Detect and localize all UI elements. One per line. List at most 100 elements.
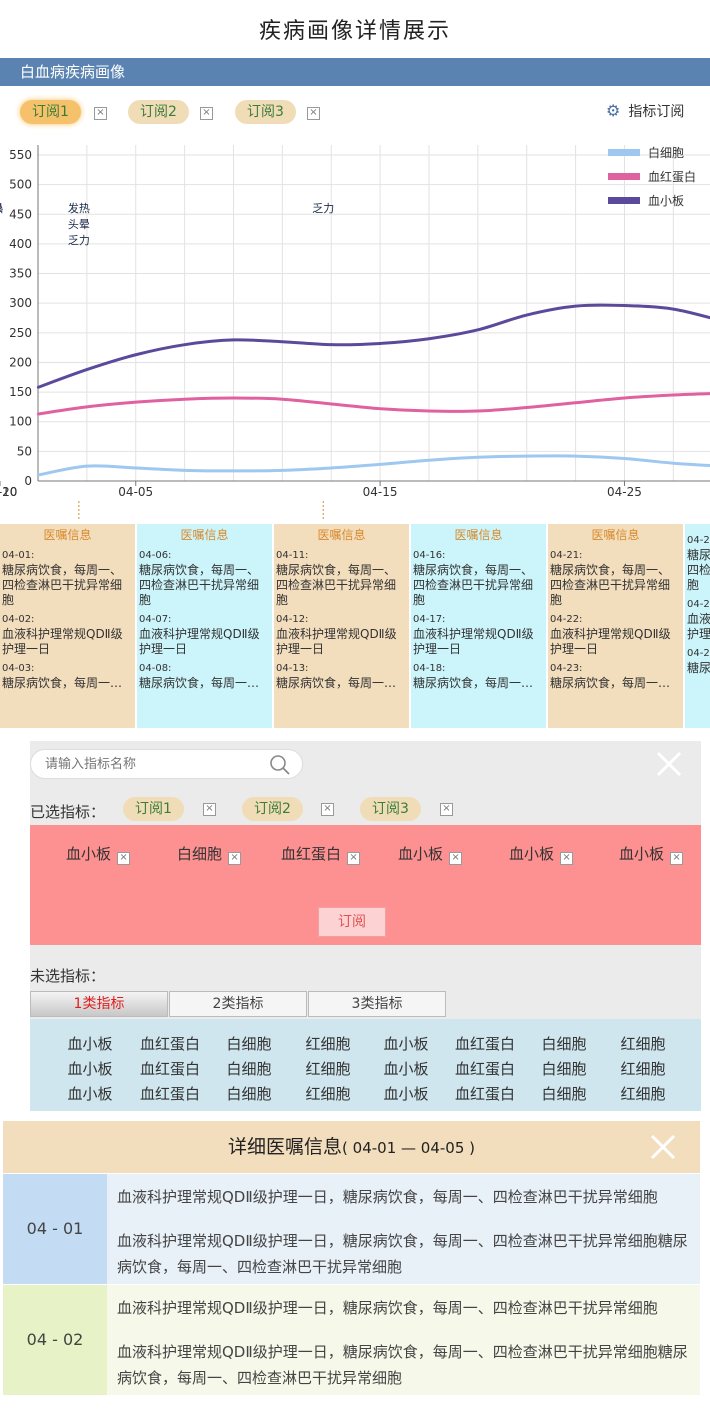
available-indicator[interactable]: 白细胞 bbox=[209, 1033, 289, 1054]
tab-category-3[interactable]: 3类指标 bbox=[308, 991, 446, 1017]
advice-card[interactable]: 04-26 糖尿病饮食，每周一、四检查淋巴干扰异常细胞 04-27 血液科护理常规QD… bbox=[685, 524, 710, 728]
panel-remove-subscription-2-icon[interactable]: × bbox=[321, 803, 334, 816]
advice-card[interactable]: 医嘱信息 04-06: 糖尿病饮食，每周一、四检查淋巴干扰异常细胞 04-07: 血液科… bbox=[137, 524, 272, 728]
subscription-chip-3[interactable]: 订阅3 bbox=[235, 100, 296, 124]
indicator-subscribe-link[interactable]: ⚙ 指标订阅 bbox=[606, 101, 684, 121]
advice-card[interactable]: 医嘱信息 04-11: 糖尿病饮食，每周一、四检查淋巴干扰异常细胞 04-12: 血液科… bbox=[274, 524, 409, 728]
available-indicator[interactable]: 红细胞 bbox=[288, 1033, 368, 1054]
y-tick-label: 300 bbox=[9, 296, 32, 310]
available-indicators-grid: 血小板 血红蛋白 白细胞 红细胞 血小板 血红蛋白 白细胞 红细胞 血小板 血红蛋白 白细胞 红细胞血… bbox=[30, 1019, 701, 1111]
series-1-point bbox=[623, 397, 625, 399]
available-indicator[interactable]: 血小板 bbox=[50, 1058, 130, 1079]
y-tick-label: 100 bbox=[9, 415, 32, 429]
close-icon[interactable] bbox=[648, 1132, 678, 1162]
remove-indicator-icon[interactable]: × bbox=[449, 852, 462, 865]
series-1-point bbox=[86, 406, 88, 408]
available-indicator[interactable]: 血红蛋白 bbox=[130, 1033, 210, 1054]
advice-entry-text: 糖尿病饮食，每周一、四检查淋巴干扰异常细胞 bbox=[2, 563, 133, 608]
available-indicator[interactable]: 红细胞 bbox=[603, 1083, 683, 1104]
series-1-point bbox=[379, 407, 381, 409]
panel-subscription-1[interactable]: 订阅1 bbox=[123, 797, 184, 821]
advice-entry-text: 血液科护理常规QDⅡ级护理一日 bbox=[2, 627, 133, 657]
available-indicator[interactable]: 红细胞 bbox=[603, 1033, 683, 1054]
series-0-point bbox=[135, 467, 137, 469]
available-indicator[interactable]: 白细胞 bbox=[524, 1058, 604, 1079]
advice-entry-date: 04-02: bbox=[2, 612, 133, 627]
selected-indicator[interactable]: 血小板 × bbox=[398, 843, 462, 864]
advice-card[interactable]: 医嘱信息 04-01: 糖尿病饮食，每周一、四检查淋巴干扰异常细胞 04-02: 血液科… bbox=[0, 524, 135, 728]
remove-subscription-3-icon[interactable]: × bbox=[307, 107, 320, 120]
advice-entry-date: 04-07: bbox=[139, 612, 270, 627]
close-icon[interactable] bbox=[654, 749, 684, 779]
series-0-point bbox=[672, 462, 674, 464]
advice-card-title: 医嘱信息 bbox=[2, 528, 133, 543]
legend-swatch bbox=[608, 149, 640, 156]
subscription-chip-2[interactable]: 订阅2 bbox=[128, 100, 189, 124]
panel-remove-subscription-1-icon[interactable]: × bbox=[203, 803, 216, 816]
tab-category-1[interactable]: 1类指标 bbox=[30, 991, 168, 1017]
search-icon[interactable] bbox=[269, 754, 291, 776]
panel-subscription-3[interactable]: 订阅3 bbox=[360, 797, 421, 821]
remove-indicator-icon[interactable]: × bbox=[560, 852, 573, 865]
selected-indicator[interactable]: 血小板 × bbox=[66, 843, 130, 864]
panel-remove-subscription-3-icon[interactable]: × bbox=[440, 803, 453, 816]
available-indicator[interactable]: 血小板 bbox=[50, 1033, 130, 1054]
annotation-label: 乏力 bbox=[68, 234, 90, 247]
series-0-point bbox=[428, 459, 430, 461]
series-2-point bbox=[672, 308, 674, 310]
x-tick-label: 04-05 bbox=[118, 485, 153, 499]
advice-card-title: 医嘱信息 bbox=[413, 528, 544, 543]
available-indicator[interactable]: 血小板 bbox=[366, 1058, 446, 1079]
available-indicator[interactable]: 红细胞 bbox=[288, 1058, 368, 1079]
legend-swatch bbox=[608, 173, 640, 180]
series-0-point bbox=[330, 467, 332, 469]
series-1-point bbox=[330, 403, 332, 405]
series-0-point bbox=[477, 456, 479, 458]
detail-line: 血液科护理常规QDⅡ级护理一日，糖尿病饮食，每周一、四检查淋巴干扰异常细胞糖尿病… bbox=[117, 1228, 700, 1280]
selected-indicator[interactable]: 白细胞 × bbox=[177, 843, 241, 864]
series-2-point bbox=[183, 343, 185, 345]
remove-indicator-icon[interactable]: × bbox=[670, 852, 683, 865]
available-indicator[interactable]: 血红蛋白 bbox=[130, 1058, 210, 1079]
remove-indicator-icon[interactable]: × bbox=[228, 852, 241, 865]
search-input[interactable] bbox=[43, 756, 257, 773]
remove-subscription-2-icon[interactable]: × bbox=[200, 107, 213, 120]
available-indicator[interactable]: 血小板 bbox=[366, 1033, 446, 1054]
advice-card-title: 医嘱信息 bbox=[550, 528, 681, 543]
available-indicator[interactable]: 白细胞 bbox=[209, 1083, 289, 1104]
series-2-point bbox=[330, 343, 332, 345]
advice-card[interactable]: 医嘱信息 04-16: 糖尿病饮食，每周一、四检查淋巴干扰异常细胞 04-17: 血液科… bbox=[411, 524, 546, 728]
advice-entry-date: 04-03: bbox=[2, 661, 133, 676]
series-2-point bbox=[526, 314, 528, 316]
y-tick-label: 350 bbox=[9, 267, 32, 281]
available-indicator[interactable]: 红细胞 bbox=[603, 1058, 683, 1079]
available-indicator[interactable]: 血小板 bbox=[366, 1083, 446, 1104]
panel-subscription-2[interactable]: 订阅2 bbox=[242, 797, 303, 821]
tab-category-2[interactable]: 2类指标 bbox=[169, 991, 307, 1017]
available-indicator[interactable]: 白细胞 bbox=[524, 1083, 604, 1104]
remove-indicator-icon[interactable]: × bbox=[117, 852, 130, 865]
remove-subscription-1-icon[interactable]: × bbox=[94, 107, 107, 120]
remove-indicator-icon[interactable]: × bbox=[347, 852, 360, 865]
subscription-row: 订阅1 × 订阅2 × 订阅3 × ⚙ 指标订阅 bbox=[0, 98, 710, 130]
selected-indicator[interactable]: 血小板 × bbox=[509, 843, 573, 864]
selected-indicator[interactable]: 血红蛋白 × bbox=[281, 843, 360, 864]
selected-indicator-label: 血小板 bbox=[619, 845, 664, 863]
subscription-chip-1[interactable]: 订阅1 bbox=[20, 100, 81, 124]
advice-entry-text: 糖尿病饮食，每周一、四检查淋巴干扰异常... bbox=[550, 676, 681, 691]
available-indicator[interactable]: 血红蛋白 bbox=[445, 1033, 525, 1054]
detail-row-date: 04 - 01 bbox=[3, 1174, 107, 1284]
available-indicator[interactable]: 血红蛋白 bbox=[130, 1083, 210, 1104]
available-indicator[interactable]: 血小板 bbox=[50, 1083, 130, 1104]
advice-card[interactable]: 医嘱信息 04-21: 糖尿病饮食，每周一、四检查淋巴干扰异常细胞 04-22: 血液科… bbox=[548, 524, 683, 728]
series-1-point bbox=[135, 401, 137, 403]
advice-entry-text: 血液科护理常规QDⅡ级护理一日 bbox=[413, 627, 544, 657]
available-indicator[interactable]: 白细胞 bbox=[209, 1058, 289, 1079]
selected-indicator[interactable]: 血小板 × bbox=[619, 843, 683, 864]
available-indicator[interactable]: 白细胞 bbox=[524, 1033, 604, 1054]
advice-entry-text: 糖尿病饮食，每周一、四检查淋巴干扰异常细胞 bbox=[276, 563, 407, 608]
available-indicator[interactable]: 血红蛋白 bbox=[445, 1083, 525, 1104]
available-indicator[interactable]: 血红蛋白 bbox=[445, 1058, 525, 1079]
subscribe-button[interactable]: 订阅 bbox=[318, 907, 386, 937]
available-indicator[interactable]: 红细胞 bbox=[288, 1083, 368, 1104]
